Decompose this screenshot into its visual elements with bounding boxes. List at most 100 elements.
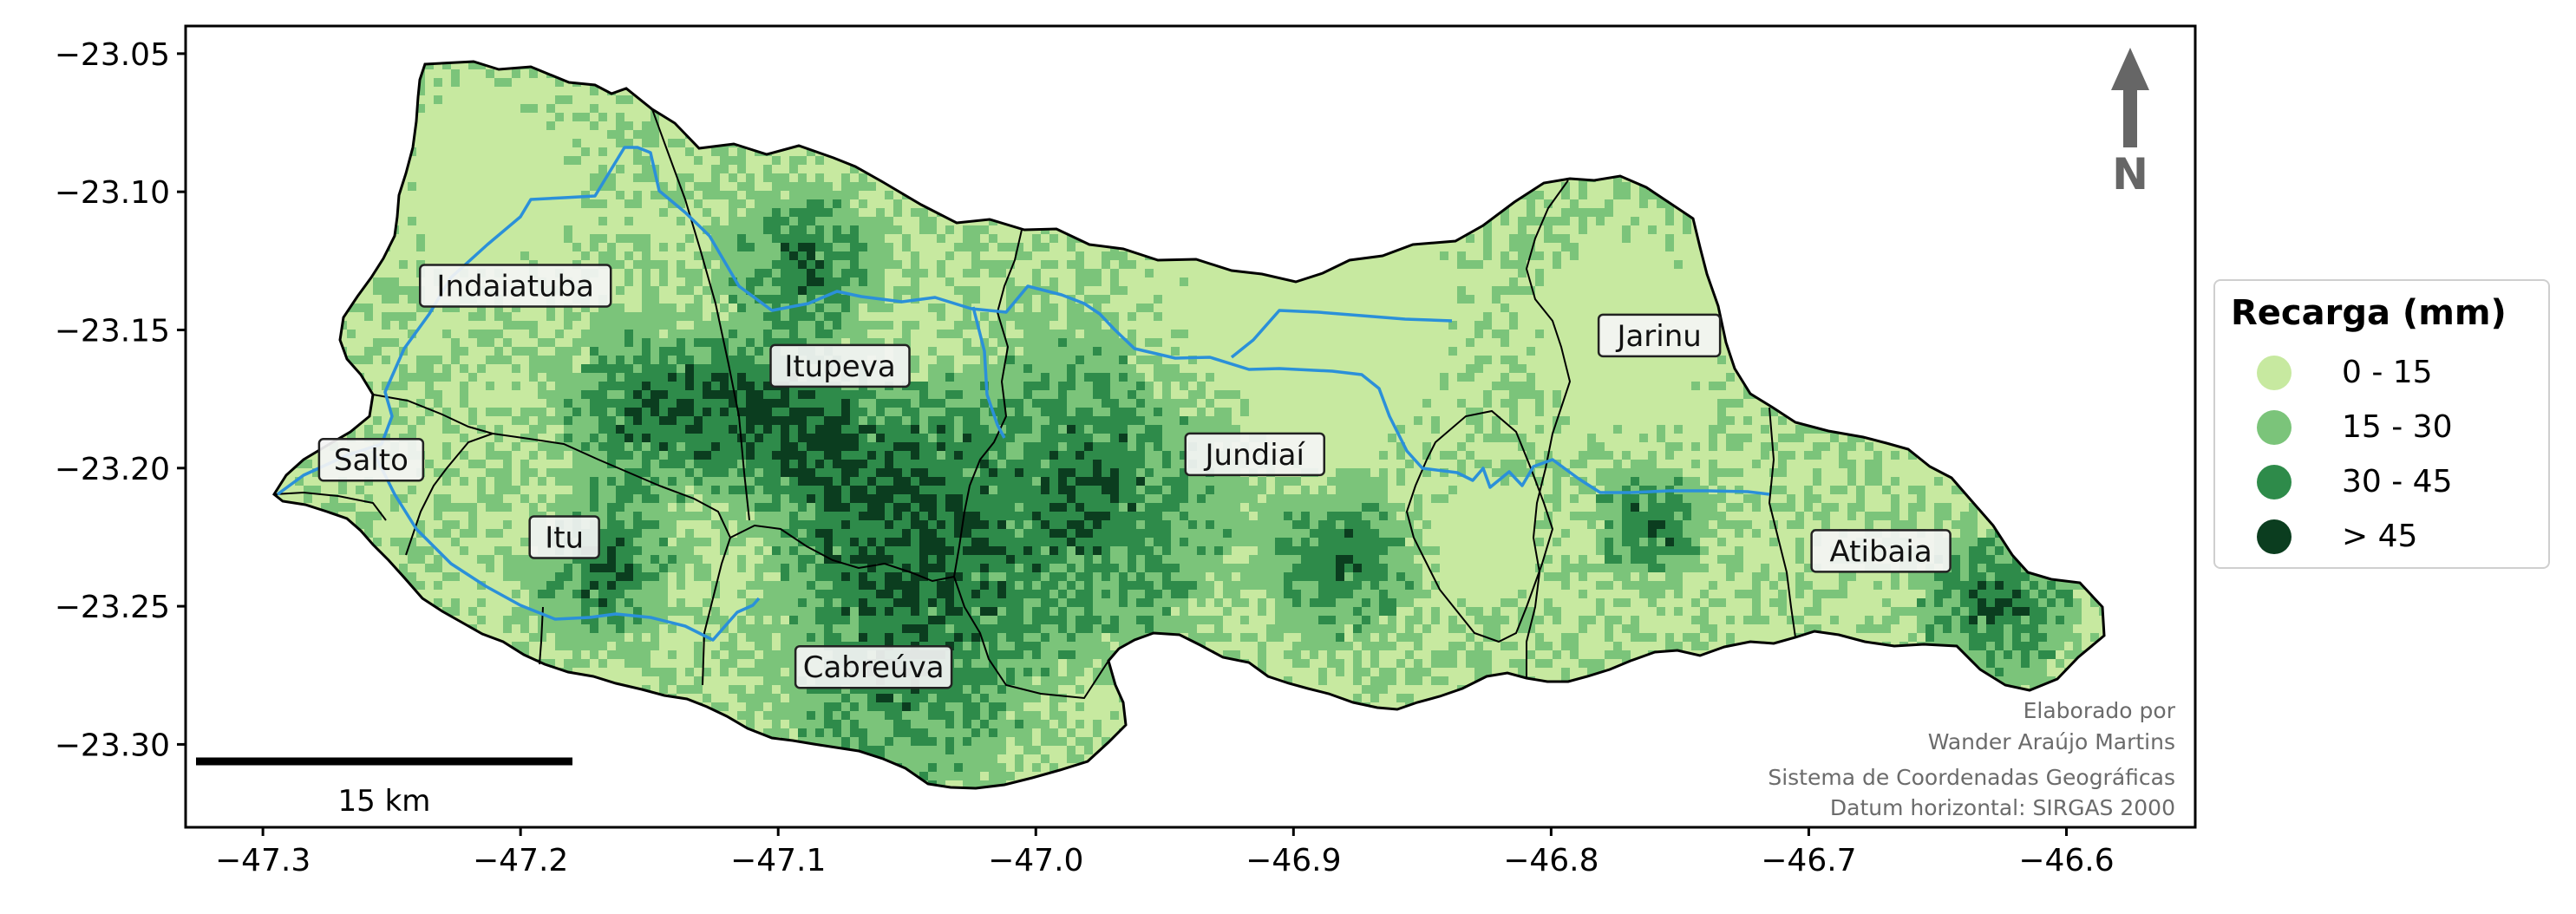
raster-cell — [1483, 225, 1492, 234]
raster-cell — [720, 225, 729, 234]
raster-cell — [1544, 208, 1553, 217]
raster-cell — [572, 139, 581, 147]
raster-cell — [494, 208, 503, 217]
raster-cell — [1032, 234, 1041, 243]
raster-cell — [564, 217, 572, 225]
raster-cell — [624, 95, 633, 104]
raster-cell — [546, 87, 555, 95]
raster-cell — [555, 243, 564, 251]
raster-cell — [442, 191, 451, 199]
raster-cell — [529, 225, 538, 234]
raster-cell — [772, 199, 781, 208]
raster-cell — [590, 121, 598, 130]
raster-cell — [893, 191, 902, 199]
raster-cell — [538, 243, 546, 251]
raster-cell — [399, 182, 408, 191]
raster-cell — [963, 243, 971, 251]
raster-cell — [807, 147, 815, 156]
raster-cell — [633, 104, 642, 113]
raster-cell — [607, 251, 616, 260]
raster-cell — [486, 182, 494, 191]
raster-cell — [859, 225, 867, 234]
raster-cell — [503, 165, 512, 173]
raster-cell — [737, 234, 746, 243]
raster-cell — [572, 234, 581, 243]
raster-cell — [555, 225, 564, 234]
raster-cell — [876, 208, 885, 217]
raster-cell — [624, 234, 633, 243]
raster-cell — [1587, 199, 1596, 208]
raster-cell — [1084, 251, 1093, 260]
raster-cell — [668, 121, 677, 130]
raster-cell — [755, 251, 763, 260]
raster-cell — [833, 243, 841, 251]
raster-cell — [494, 78, 503, 87]
raster-cell — [755, 208, 763, 217]
raster-cell — [1006, 251, 1015, 260]
raster-cell — [1605, 234, 1613, 243]
raster-cell — [876, 182, 885, 191]
raster-cell — [867, 199, 876, 208]
raster-cell — [494, 87, 503, 95]
raster-cell — [520, 251, 529, 260]
raster-cell — [850, 225, 859, 234]
raster-cell — [494, 113, 503, 121]
raster-cell — [408, 225, 416, 234]
raster-cell — [468, 217, 477, 225]
raster-cell — [772, 251, 781, 260]
raster-cell — [651, 251, 659, 260]
raster-cell — [607, 130, 616, 139]
raster-cell — [460, 173, 468, 182]
raster-cell — [555, 182, 564, 191]
raster-cell — [1527, 208, 1535, 217]
raster-cell — [1058, 243, 1067, 251]
raster-cell — [668, 156, 677, 165]
raster-cell — [815, 225, 824, 234]
raster-cell — [624, 191, 633, 199]
raster-cell — [1527, 191, 1535, 199]
raster-cell — [425, 173, 434, 182]
raster-cell — [616, 165, 624, 173]
raster-cell — [633, 234, 642, 243]
raster-cell — [694, 208, 703, 217]
raster-cell — [711, 208, 720, 217]
raster-cell — [798, 234, 807, 243]
raster-cell — [789, 156, 798, 165]
raster-cell — [434, 147, 442, 156]
raster-cell — [520, 217, 529, 225]
raster-cell — [564, 165, 572, 173]
raster-cell — [546, 95, 555, 104]
raster-cell — [798, 225, 807, 234]
raster-cell — [1683, 243, 1691, 251]
raster-cell — [546, 217, 555, 225]
raster-cell — [546, 156, 555, 165]
raster-cell — [1665, 234, 1674, 243]
raster-cell — [989, 225, 997, 234]
raster-cell — [538, 130, 546, 139]
raster-cell — [442, 251, 451, 260]
raster-cell — [494, 130, 503, 139]
raster-cell — [720, 217, 729, 225]
raster-cell — [503, 121, 512, 130]
raster-cell — [581, 87, 590, 95]
raster-cell — [815, 165, 824, 173]
raster-cell — [685, 147, 694, 156]
raster-cell — [434, 243, 442, 251]
raster-cell — [590, 130, 598, 139]
raster-cell — [711, 182, 720, 191]
raster-cell — [486, 217, 494, 225]
raster-cell — [512, 243, 520, 251]
raster-cell — [711, 217, 720, 225]
raster-cell — [529, 147, 538, 156]
raster-cell — [1613, 217, 1622, 225]
raster-cell — [590, 87, 598, 95]
raster-cell — [425, 208, 434, 217]
raster-cell — [798, 173, 807, 182]
raster-cell — [434, 69, 442, 78]
raster-cell — [598, 121, 607, 130]
raster-cell — [408, 199, 416, 208]
raster-cell — [1683, 234, 1691, 243]
raster-cell — [572, 251, 581, 260]
raster-cell — [1015, 243, 1023, 251]
raster-cell — [1076, 243, 1084, 251]
